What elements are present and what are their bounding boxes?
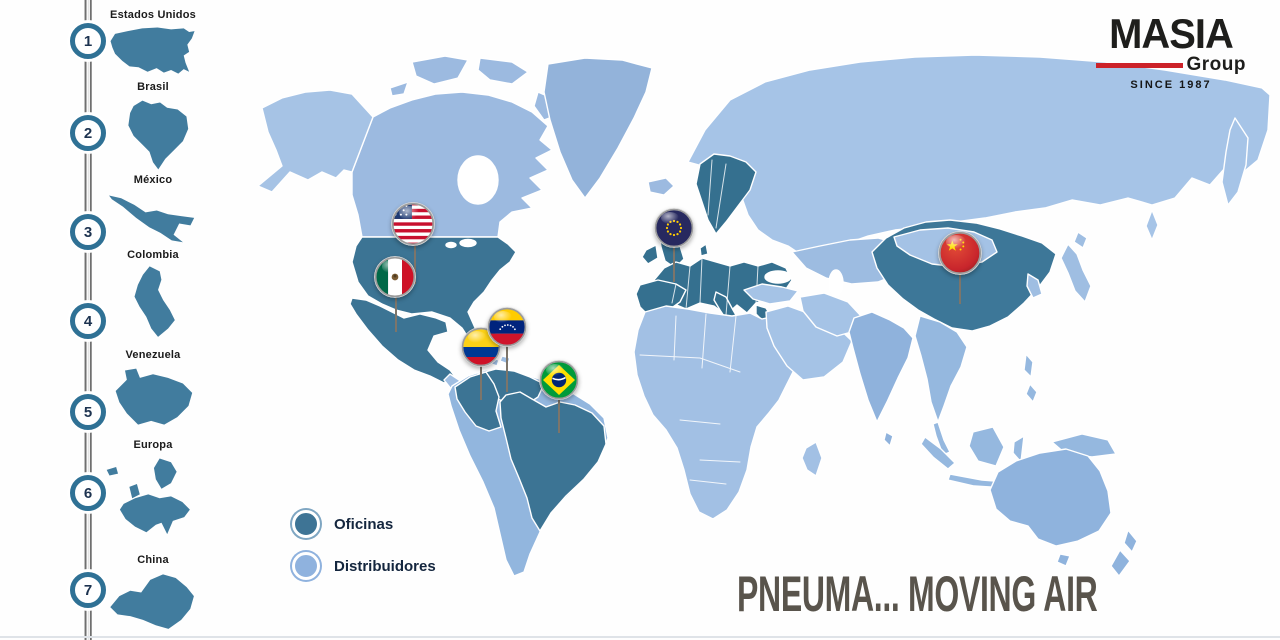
european-union-flag-pin[interactable]: [654, 208, 694, 248]
european-union-flag-icon: [654, 208, 694, 248]
brazil-flag-pin[interactable]: [539, 360, 579, 400]
timeline-number-4: 4: [70, 303, 106, 339]
tagline-text: PNEUMA... MOVING AIR: [737, 566, 1098, 622]
pin-stick-venezuela: [506, 346, 508, 392]
sidebar-item-estados-unidos: Estados Unidos: [98, 9, 208, 79]
mexico-silhouette-icon: [109, 195, 195, 243]
mexico-flag-pin[interactable]: [374, 256, 416, 298]
timeline-number-label: 4: [83, 312, 93, 330]
timeline-number-label: 7: [83, 581, 93, 599]
brazil-silhouette-icon: [128, 100, 189, 170]
region-colombia: [454, 371, 502, 432]
china-flag-pin[interactable]: [938, 231, 982, 275]
pin-stick-usa: [414, 246, 416, 284]
legend-item-distributors: Distribuidores: [292, 552, 436, 580]
sidebar-item-brasil: Brasil: [98, 81, 208, 175]
region-africa: [633, 305, 813, 520]
country-label: Brasil: [137, 81, 169, 93]
country-label: Colombia: [127, 249, 179, 261]
legend-item-offices: Oficinas: [292, 510, 436, 538]
pin-stick-mexico: [395, 298, 397, 332]
china-flag-icon: [938, 231, 982, 275]
sidebar-item-europa: Europa: [98, 439, 208, 551]
bottom-divider: [0, 636, 1280, 638]
timeline-number-1: 1: [70, 23, 106, 59]
timeline-number-7: 7: [70, 572, 106, 608]
sidebar-item-venezuela: Venezuela: [98, 349, 208, 433]
distributor-marker-icon: [292, 552, 320, 580]
region-alaska: [257, 89, 374, 193]
usa-flag-pin[interactable]: [391, 202, 435, 246]
mexico-flag-icon: [374, 256, 416, 298]
brazil-flag-icon: [539, 360, 579, 400]
logo-red-bar: [1096, 62, 1183, 68]
region-india: [848, 311, 914, 423]
colombia-silhouette-icon: [134, 266, 175, 337]
timeline-number-5: 5: [70, 394, 106, 430]
country-label: Estados Unidos: [110, 9, 196, 21]
office-marker-icon: [292, 510, 320, 538]
region-russia: [687, 54, 1271, 255]
region-brazil: [499, 391, 607, 532]
timeline-number-6: 6: [70, 475, 106, 511]
sidebar-item-mexico: México: [98, 174, 208, 246]
country-label: Venezuela: [125, 349, 181, 361]
country-label: Europa: [133, 439, 173, 451]
masia-group-logo: MASIA Group SINCE 1987: [1096, 10, 1246, 91]
legend-label: Oficinas: [334, 515, 394, 533]
timeline-number-3: 3: [70, 214, 106, 250]
usa-flag-icon: [391, 202, 435, 246]
timeline-number-label: 5: [83, 403, 93, 421]
pin-stick-eu: [673, 247, 675, 282]
timeline-number-2: 2: [70, 115, 106, 151]
pin-stick-brazil: [558, 399, 560, 433]
map-legend: Oficinas Distribuidores: [292, 510, 436, 594]
region-australia: [989, 448, 1112, 547]
timeline-number-label: 1: [83, 32, 93, 50]
europe-silhouette-icon: [106, 458, 190, 535]
pin-stick-china: [959, 274, 961, 304]
logo-brand-text: MASIA: [1109, 10, 1234, 57]
country-label: México: [133, 174, 173, 186]
sidebar-item-china: China: [98, 554, 208, 638]
region-mexico: [349, 297, 457, 384]
timeline-number-label: 3: [83, 223, 93, 241]
venezuela-flag-pin[interactable]: [487, 307, 527, 347]
region-canada: [351, 91, 553, 238]
logo-since-text: SINCE 1987: [1130, 79, 1212, 91]
venezuela-silhouette-icon: [115, 368, 193, 425]
country-label: China: [137, 554, 169, 566]
venezuela-flag-icon: [487, 307, 527, 347]
timeline-number-label: 6: [83, 484, 93, 502]
china-silhouette-icon: [110, 574, 194, 629]
logo-group-text: Group: [1186, 54, 1246, 75]
legend-label: Distribuidores: [334, 557, 436, 575]
region-greenland: [543, 57, 653, 199]
sidebar-item-colombia: Colombia: [98, 249, 208, 347]
usa-silhouette-icon: [110, 27, 195, 74]
pin-stick-colombia: [480, 366, 482, 400]
timeline-number-label: 2: [83, 124, 93, 142]
